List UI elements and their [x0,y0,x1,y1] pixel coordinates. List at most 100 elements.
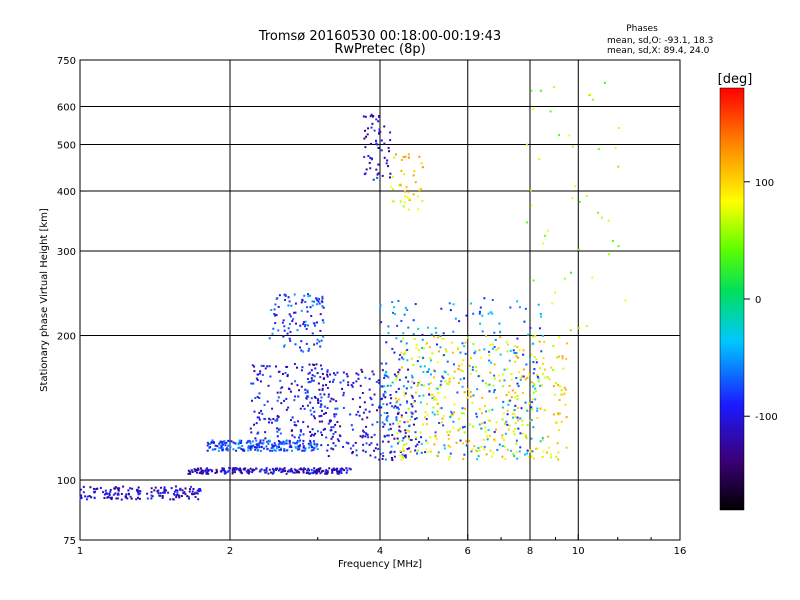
data-point [277,396,280,399]
data-point [452,420,455,423]
data-point [421,338,424,341]
data-point [296,471,299,474]
data-point [383,374,386,377]
data-point [313,443,316,446]
data-point [516,416,519,419]
data-point [256,395,259,398]
y-tick-label: 200 [57,332,76,343]
data-point [467,388,470,391]
data-point [414,181,417,184]
data-point [345,467,348,470]
data-point [239,468,242,471]
data-point [449,414,452,417]
data-point [313,364,316,367]
data-point [412,174,415,177]
data-point [392,422,395,425]
data-point [180,495,183,498]
data-point [557,412,560,415]
data-point [560,389,563,392]
data-point [197,498,200,501]
data-point [499,353,502,356]
data-point [398,368,401,371]
y-tick-label: 400 [57,187,76,198]
data-point [406,401,409,404]
data-point [463,391,466,394]
data-point [137,491,140,494]
data-point [109,488,112,491]
data-point [241,448,244,451]
data-point [476,458,479,461]
data-point [357,377,360,380]
data-point [164,489,167,492]
data-point [404,435,407,438]
data-point [533,384,536,387]
data-point [306,306,309,309]
data-point [440,421,443,424]
data-point [501,445,504,448]
data-point [200,469,203,472]
data-point [307,467,310,470]
data-point [447,458,450,461]
data-point [517,427,520,430]
data-point [345,441,348,444]
data-point [522,353,525,356]
data-point [79,488,82,491]
data-point [463,431,466,434]
data-point [383,423,386,426]
data-point [324,472,327,475]
data-point [446,382,449,385]
data-point [383,142,386,145]
data-point [425,402,428,405]
data-point [419,436,422,439]
data-point [427,326,430,329]
data-point [501,434,504,437]
data-point [265,445,268,448]
data-point [412,193,415,196]
data-point [330,447,333,450]
data-point [321,297,324,300]
data-point [146,497,149,500]
data-point [257,444,260,447]
data-point [451,414,454,417]
data-point [217,449,220,452]
data-point [307,395,310,398]
data-point [389,402,392,405]
data-point [459,378,462,381]
data-point [463,377,466,380]
data-point [306,378,309,381]
data-point [384,396,387,399]
data-point [327,422,330,425]
data-point [377,146,380,149]
data-point [422,394,425,397]
data-point [546,451,549,454]
data-point [327,395,330,398]
data-point [287,296,290,299]
data-point [561,357,564,360]
data-point [207,468,210,471]
data-point [313,343,316,346]
data-point [487,312,490,315]
data-point [324,470,327,473]
data-point [319,345,322,348]
data-point [403,421,406,424]
data-point [349,468,352,471]
data-point [469,372,472,375]
data-point [469,395,472,398]
data-point [411,380,414,383]
data-points [79,81,627,501]
data-point [308,472,311,475]
data-point [404,306,407,309]
data-point [314,432,317,435]
data-point [457,381,460,384]
data-point [278,467,281,470]
data-point [285,439,288,442]
data-point [86,495,89,498]
data-point [516,382,519,385]
data-point [161,495,164,498]
data-point [302,467,305,470]
data-point [330,397,333,400]
data-point [404,429,407,432]
data-point [326,386,329,389]
data-point [421,200,424,203]
